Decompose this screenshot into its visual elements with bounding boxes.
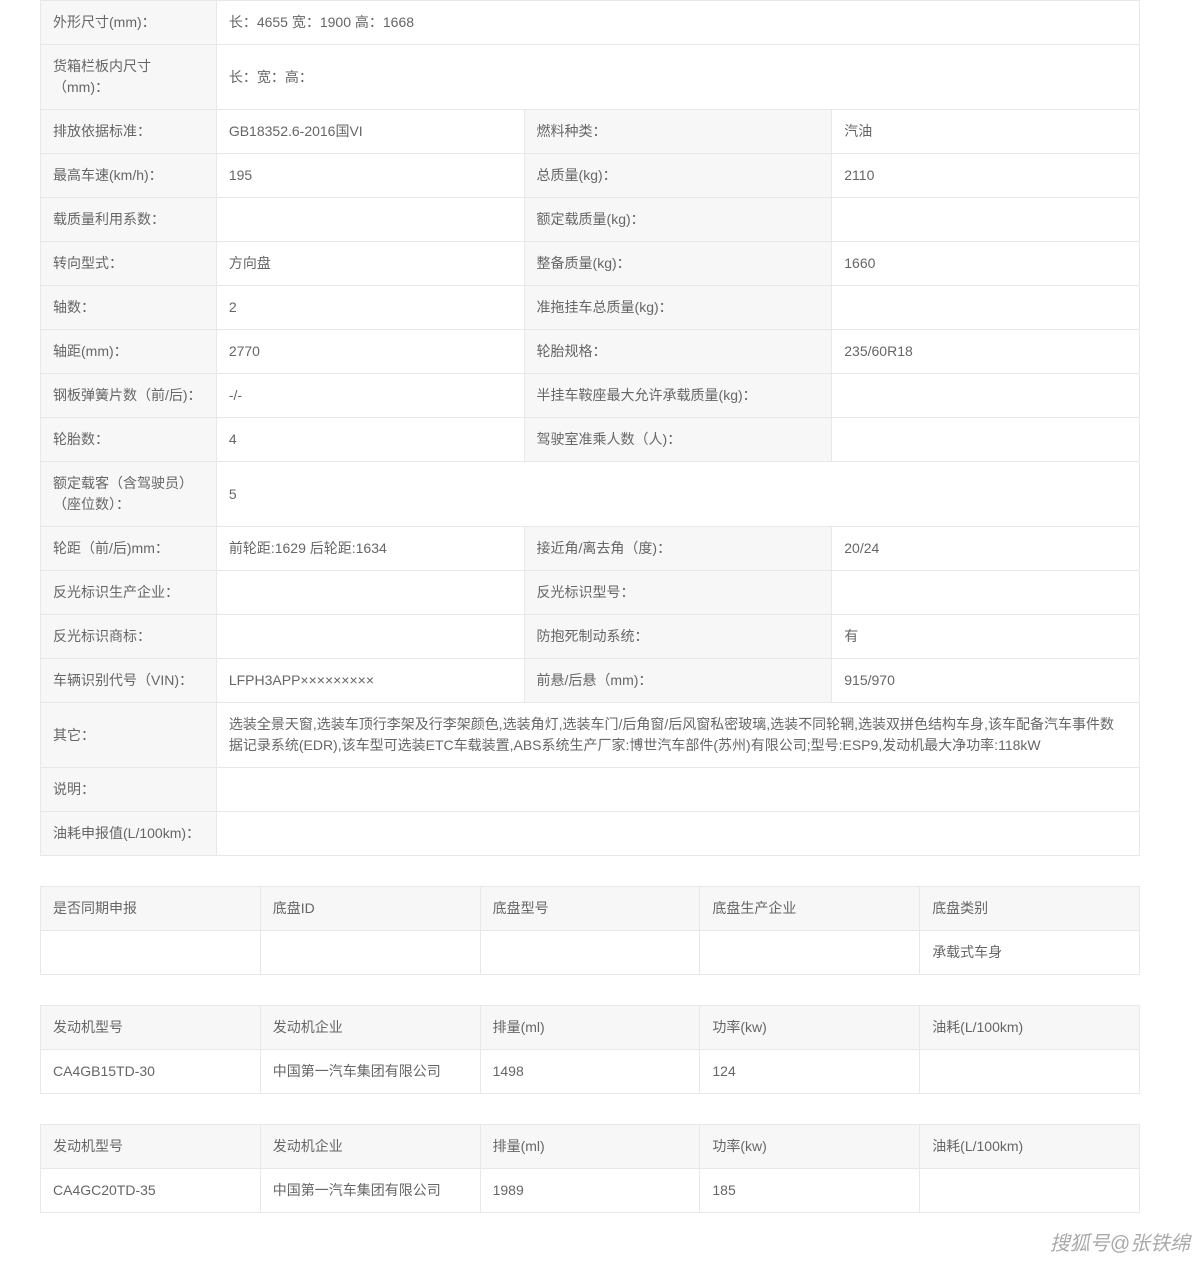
spec-value: 前轮距:1629 后轮距:1634 [216, 527, 524, 571]
spec-value: 1660 [832, 242, 1140, 286]
column-header: 功率(kw) [700, 1125, 920, 1169]
spec-label: 轴数： [41, 286, 217, 330]
spec-value: 长：4655 宽：1900 高：1668 [216, 1, 1139, 45]
spec-value: 2 [216, 286, 524, 330]
spec-value [216, 571, 524, 615]
spec-value: 2110 [832, 154, 1140, 198]
column-header: 发动机企业 [260, 1125, 480, 1169]
spec-label: 货箱栏板内尺寸（mm)： [41, 45, 217, 110]
spec-label: 总质量(kg)： [524, 154, 832, 198]
spec-value: 2770 [216, 330, 524, 374]
spec-label: 最高车速(km/h)： [41, 154, 217, 198]
spec-value [216, 812, 1139, 856]
spec-label: 反光标识商标： [41, 615, 217, 659]
spec-value [216, 198, 524, 242]
spec-label: 整备质量(kg)： [524, 242, 832, 286]
spec-value [216, 615, 524, 659]
column-header: 底盘类别 [920, 887, 1140, 931]
spec-label: 油耗申报值(L/100km)： [41, 812, 217, 856]
cell-value [920, 1050, 1140, 1094]
cell-value: 1989 [480, 1169, 700, 1213]
spec-label: 额定载客（含驾驶员）（座位数）： [41, 462, 217, 527]
cell-value [260, 931, 480, 975]
spec-label: 排放依据标准： [41, 110, 217, 154]
spec-label: 载质量利用系数： [41, 198, 217, 242]
spec-value: 4 [216, 418, 524, 462]
watermark-text: 搜狐号@张铁绵 [1050, 1227, 1190, 1256]
cell-value: 185 [700, 1169, 920, 1213]
spec-value: 方向盘 [216, 242, 524, 286]
column-header: 发动机型号 [41, 1006, 261, 1050]
column-header: 发动机型号 [41, 1125, 261, 1169]
spec-label: 前悬/后悬（mm)： [524, 659, 832, 703]
spec-label: 外形尺寸(mm)： [41, 1, 217, 45]
spec-value: 选装全景天窗,选装车顶行李架及行李架颜色,选装角灯,选装车门/后角窗/后风窗私密… [216, 703, 1139, 768]
column-header: 发动机企业 [260, 1006, 480, 1050]
spec-value [832, 198, 1140, 242]
cell-value [920, 1169, 1140, 1213]
cell-value: CA4GB15TD-30 [41, 1050, 261, 1094]
cell-value: 承载式车身 [920, 931, 1140, 975]
spec-label: 半挂车鞍座最大允许承载质量(kg)： [524, 374, 832, 418]
cell-value [480, 931, 700, 975]
spec-value: 汽油 [832, 110, 1140, 154]
spec-value [216, 768, 1139, 812]
column-header: 是否同期申报 [41, 887, 261, 931]
spec-value: LFPH3APP××××××××× [216, 659, 524, 703]
cell-value [700, 931, 920, 975]
cell-value: 124 [700, 1050, 920, 1094]
spec-label: 轮胎规格： [524, 330, 832, 374]
spec-label: 轮胎数： [41, 418, 217, 462]
spec-value: 915/970 [832, 659, 1140, 703]
column-header: 底盘ID [260, 887, 480, 931]
cell-value [41, 931, 261, 975]
spec-value [832, 374, 1140, 418]
spec-value [832, 418, 1140, 462]
column-header: 排量(ml) [480, 1125, 700, 1169]
cell-value: 中国第一汽车集团有限公司 [260, 1169, 480, 1213]
spec-value: GB18352.6-2016国VI [216, 110, 524, 154]
spec-label: 反光标识型号： [524, 571, 832, 615]
spec-label: 说明： [41, 768, 217, 812]
spec-label: 防抱死制动系统： [524, 615, 832, 659]
spec-value: -/- [216, 374, 524, 418]
engine-table-2: 发动机型号发动机企业排量(ml)功率(kw)油耗(L/100km) CA4GC20… [40, 1124, 1140, 1213]
spec-label: 额定载质量(kg)： [524, 198, 832, 242]
column-header: 底盘生产企业 [700, 887, 920, 931]
spec-label: 转向型式： [41, 242, 217, 286]
spec-label: 驾驶室准乘人数（人)： [524, 418, 832, 462]
vehicle-spec-table: 外形尺寸(mm)：长：4655 宽：1900 高：1668货箱栏板内尺寸（mm)… [40, 0, 1140, 856]
spec-label: 准拖挂车总质量(kg)： [524, 286, 832, 330]
spec-label: 接近角/离去角（度)： [524, 527, 832, 571]
spec-label: 轴距(mm)： [41, 330, 217, 374]
cell-value: 中国第一汽车集团有限公司 [260, 1050, 480, 1094]
spec-value [832, 571, 1140, 615]
spec-label: 轮距（前/后)mm： [41, 527, 217, 571]
column-header: 底盘型号 [480, 887, 700, 931]
column-header: 功率(kw) [700, 1006, 920, 1050]
spec-value [832, 286, 1140, 330]
chassis-table: 是否同期申报底盘ID底盘型号底盘生产企业底盘类别承载式车身 [40, 886, 1140, 975]
cell-value: CA4GC20TD-35 [41, 1169, 261, 1213]
engine-table-1: 发动机型号发动机企业排量(ml)功率(kw)油耗(L/100km) CA4GB15… [40, 1005, 1140, 1094]
spec-value: 长：宽：高： [216, 45, 1139, 110]
column-header: 排量(ml) [480, 1006, 700, 1050]
spec-value: 有 [832, 615, 1140, 659]
column-header: 油耗(L/100km) [920, 1125, 1140, 1169]
spec-value: 235/60R18 [832, 330, 1140, 374]
cell-value: 1498 [480, 1050, 700, 1094]
spec-value: 195 [216, 154, 524, 198]
column-header: 油耗(L/100km) [920, 1006, 1140, 1050]
spec-label: 反光标识生产企业： [41, 571, 217, 615]
spec-value: 5 [216, 462, 1139, 527]
spec-label: 燃料种类： [524, 110, 832, 154]
spec-label: 车辆识别代号（VIN)： [41, 659, 217, 703]
spec-label: 钢板弹簧片数（前/后)： [41, 374, 217, 418]
spec-label: 其它： [41, 703, 217, 768]
spec-value: 20/24 [832, 527, 1140, 571]
